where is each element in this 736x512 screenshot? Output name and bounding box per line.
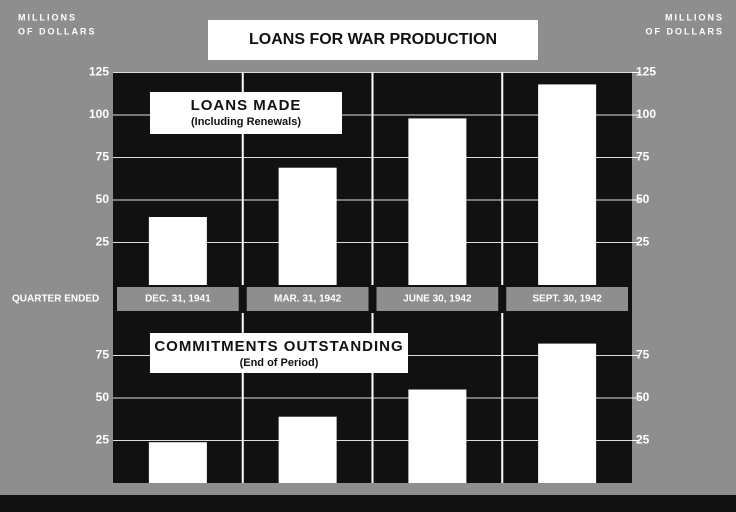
x-axis-label: QUARTER ENDED bbox=[12, 294, 99, 305]
y-tick-label: 50 bbox=[636, 192, 650, 206]
panel-label-box bbox=[150, 92, 342, 134]
y-tick-label: 125 bbox=[89, 65, 109, 79]
panel-label: COMMITMENTS OUTSTANDING bbox=[154, 338, 403, 355]
category-box bbox=[246, 287, 369, 311]
bar bbox=[148, 217, 207, 285]
chart-title: LOANS FOR WAR PRODUCTION bbox=[249, 31, 497, 48]
y-tick-label: 125 bbox=[636, 65, 656, 79]
bar bbox=[538, 343, 597, 483]
panel-note: (End of Period) bbox=[240, 357, 319, 369]
y-axis-label: MILLIONS bbox=[18, 12, 77, 22]
x-tick-label: MAR. 31, 1942 bbox=[274, 294, 342, 305]
x-tick-label: JUNE 30, 1942 bbox=[403, 294, 472, 305]
y-tick-label: 25 bbox=[636, 235, 650, 249]
y-tick-label: 100 bbox=[89, 107, 109, 121]
y-tick-label: 50 bbox=[96, 192, 110, 206]
y-tick-label: 50 bbox=[96, 390, 110, 404]
y-tick-label: 100 bbox=[636, 107, 656, 121]
y-tick-label: 50 bbox=[636, 390, 650, 404]
title-box bbox=[208, 20, 538, 60]
panel-label: LOANS MADE bbox=[191, 97, 302, 114]
y-tick-label: 75 bbox=[636, 348, 650, 362]
y-axis-label: OF DOLLARS bbox=[646, 26, 725, 36]
bar bbox=[278, 167, 337, 285]
y-tick-label: 75 bbox=[636, 150, 650, 164]
category-box bbox=[376, 287, 499, 311]
bar bbox=[408, 118, 467, 286]
bar bbox=[148, 442, 207, 483]
panel-note: (Including Renewals) bbox=[191, 116, 301, 128]
y-tick-label: 75 bbox=[96, 348, 110, 362]
category-box bbox=[117, 287, 239, 311]
y-tick-label: 75 bbox=[96, 150, 110, 164]
bar bbox=[538, 84, 597, 286]
y-axis-label: OF DOLLARS bbox=[18, 26, 97, 36]
bar bbox=[278, 416, 337, 483]
y-tick-label: 25 bbox=[96, 433, 110, 447]
bottom-strip bbox=[0, 495, 736, 512]
panel-label-box bbox=[150, 333, 408, 373]
y-tick-label: 25 bbox=[96, 235, 110, 249]
x-tick-label: DEC. 31, 1941 bbox=[145, 294, 211, 305]
category-box bbox=[506, 287, 628, 311]
x-tick-label: SEPT. 30, 1942 bbox=[532, 294, 602, 305]
y-axis-label: MILLIONS bbox=[665, 12, 724, 22]
bar bbox=[408, 389, 467, 483]
y-tick-label: 25 bbox=[636, 433, 650, 447]
